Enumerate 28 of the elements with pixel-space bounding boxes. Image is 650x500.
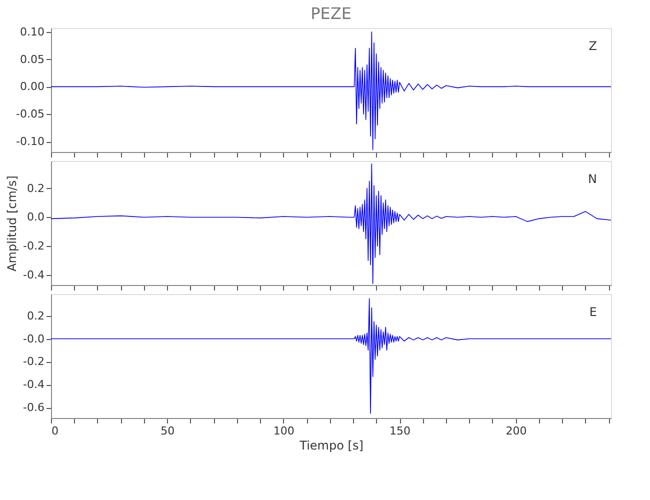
y-tick-label: -0.2: [23, 355, 44, 368]
y-axis-title: Amplitud [cm/s]: [5, 176, 20, 272]
annotation: Z: [588, 39, 597, 53]
x-tick-label: 0: [52, 424, 58, 438]
x-tick-label: 150: [390, 424, 411, 438]
x-axis-title: Tiempo [s]: [298, 438, 364, 452]
line-series: [51, 298, 611, 414]
x-tick-label: 50: [160, 424, 175, 438]
y-tick-label: -0.2: [23, 240, 44, 253]
line-series: [51, 163, 611, 284]
y-tick-label: -0.05: [16, 108, 44, 121]
y-tick-label: -0.6: [23, 401, 44, 414]
annotation: N: [588, 172, 597, 186]
y-tick-label: 0.0: [27, 210, 44, 224]
y-tick-label: 0.2: [27, 182, 44, 195]
line-series: [51, 31, 611, 150]
chart-title: PEZE: [310, 4, 352, 23]
y-tick-label: -0.4: [23, 378, 44, 392]
annotation: E: [589, 305, 597, 319]
y-tick-label: -0.0: [23, 332, 44, 346]
y-tick-label: 0.10: [20, 25, 44, 38]
x-tick-label: 200: [506, 424, 527, 438]
y-tick-label: 0.00: [20, 80, 44, 94]
x-tick-label: 100: [273, 424, 294, 438]
y-tick-label: -0.4: [23, 268, 44, 282]
y-tick-label: 0.05: [20, 52, 44, 66]
y-tick-label: 0.2: [27, 309, 44, 322]
y-tick-label: -0.10: [16, 135, 44, 148]
